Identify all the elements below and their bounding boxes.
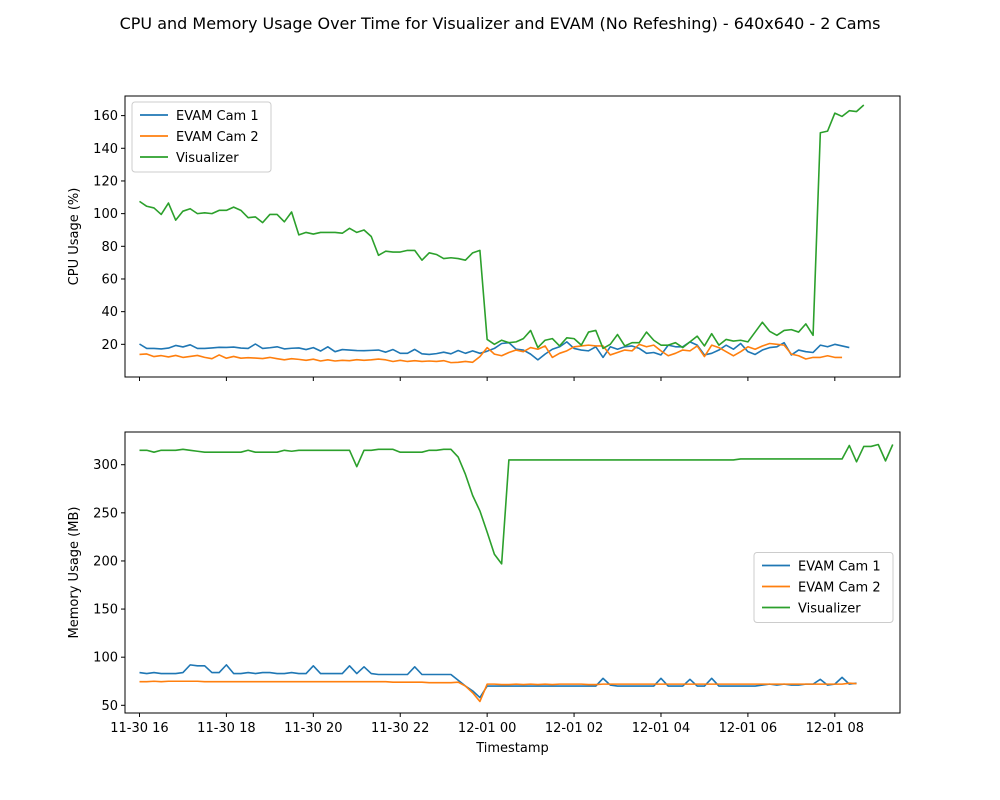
x-tick-label: 12-01 06	[719, 721, 777, 736]
x-tick-label: 11-30 20	[284, 721, 342, 736]
y-axis-label: Memory Usage (MB)	[67, 507, 82, 639]
legend: EVAM Cam 1 EVAM Cam 2 Visualizer	[131, 101, 272, 173]
y-tick-label: 80	[101, 240, 118, 255]
x-tick-label: 12-01 00	[458, 721, 516, 736]
legend-box	[131, 101, 272, 173]
series-line-evam-cam-2	[139, 342, 843, 364]
series-line-evam-cam-2	[139, 680, 857, 703]
y-tick-label: 40	[101, 305, 118, 320]
legend-label: Visualizer	[176, 151, 239, 166]
y-tick-label: 160	[93, 109, 118, 124]
y-tick-label: 200	[93, 554, 118, 569]
series-line-evam-cam-1	[139, 341, 850, 361]
x-tick-label: 11-30 16	[110, 721, 168, 736]
y-tick-label: 120	[93, 174, 118, 189]
y-axis-label: CPU Usage (%)	[67, 188, 82, 286]
legend-label: EVAM Cam 1	[176, 109, 259, 124]
x-tick-label: 11-30 22	[371, 721, 429, 736]
series-line-visualizer	[139, 104, 865, 350]
chart-panel-2: 50 100 150 200 250 300 11-30 16 11-30 18 11-30 2…	[67, 431, 901, 756]
axes-frame	[124, 431, 901, 714]
y-tick-label: 60	[101, 272, 118, 287]
legend-box	[753, 552, 894, 623]
x-tick-label: 12-01 08	[806, 721, 864, 736]
legend-label: Visualizer	[798, 602, 861, 617]
legend-label: EVAM Cam 2	[176, 130, 259, 145]
x-tick-label: 11-30 18	[197, 721, 255, 736]
chart-panel-1: 20 40 60 80 100 120 140 160 CPU Usage (%) EVAM Ca…	[67, 95, 901, 381]
y-tick-label: 50	[101, 699, 118, 714]
y-tick-label: 250	[93, 506, 118, 521]
legend-label: EVAM Cam 1	[798, 560, 881, 575]
y-tick-label: 300	[93, 458, 118, 473]
legend-label: EVAM Cam 2	[798, 581, 881, 596]
figure-title: CPU and Memory Usage Over Time for Visua…	[119, 14, 881, 33]
y-tick-label: 100	[93, 207, 118, 222]
axes-frame	[124, 95, 901, 378]
series-line-evam-cam-1	[139, 664, 857, 699]
x-tick-label: 12-01 02	[545, 721, 603, 736]
x-tick-label: 12-01 04	[632, 721, 690, 736]
y-tick-label: 20	[101, 338, 118, 353]
y-tick-label: 100	[93, 651, 118, 666]
y-tick-label: 140	[93, 142, 118, 157]
legend: EVAM Cam 1 EVAM Cam 2 Visualizer	[753, 552, 894, 623]
y-tick-label: 150	[93, 603, 118, 618]
x-axis-label: Timestamp	[475, 741, 549, 756]
series-line-visualizer	[139, 443, 894, 565]
